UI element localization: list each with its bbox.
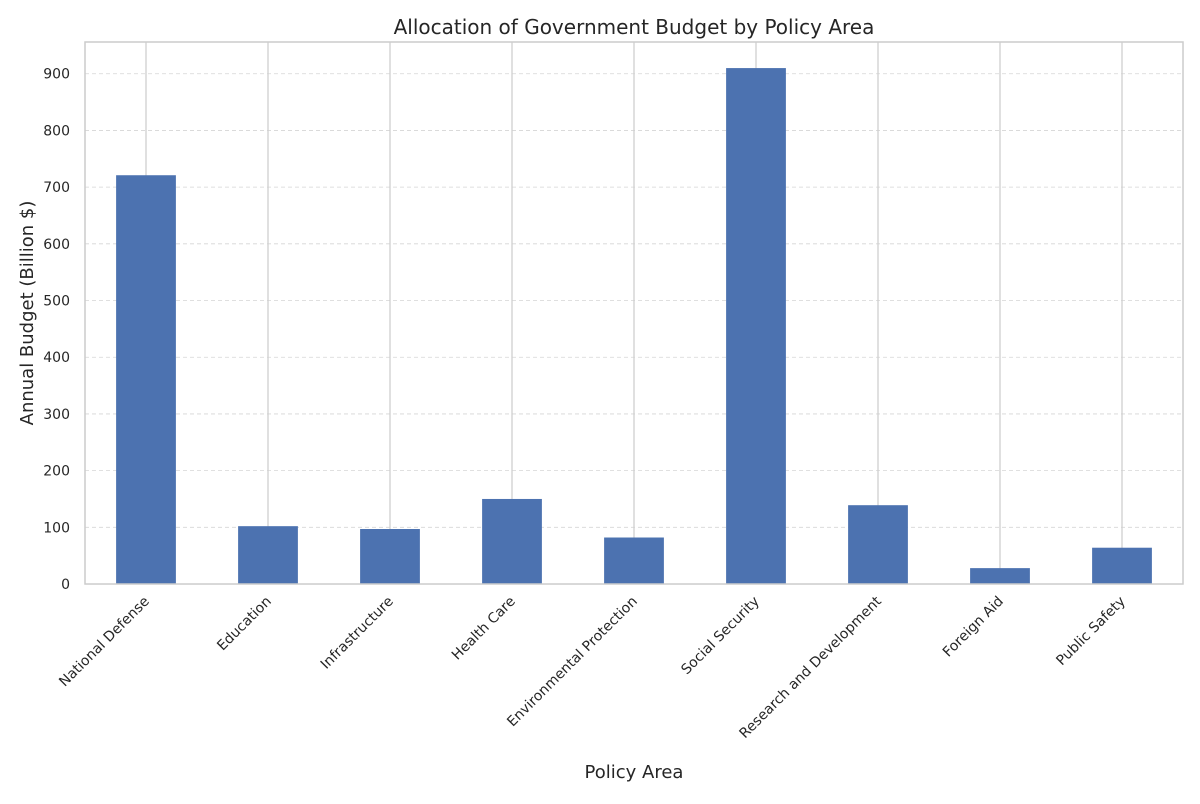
x-tick-label: Social Security xyxy=(678,594,762,678)
bar xyxy=(360,529,420,584)
y-tick-labels: 0 100 200 300 400 500 600 700 800 900 xyxy=(43,67,70,593)
x-axis-title: Policy Area xyxy=(585,762,684,783)
bar xyxy=(482,498,542,584)
y-tick-label: 400 xyxy=(43,350,70,366)
bar xyxy=(848,505,908,584)
y-tick-label: 100 xyxy=(43,520,70,536)
y-axis-title: Annual Budget (Billion $) xyxy=(17,201,38,426)
bar xyxy=(970,568,1030,584)
chart-title: Allocation of Government Budget by Polic… xyxy=(394,15,875,39)
x-tick-labels: National Defense Education Infrastructure H… xyxy=(56,593,1129,742)
x-tick-label: Health Care xyxy=(449,594,519,664)
bar xyxy=(604,537,664,584)
bar-layer xyxy=(116,68,1152,585)
y-tick-label: 300 xyxy=(43,407,70,423)
bar xyxy=(238,526,298,584)
bar xyxy=(116,175,176,584)
y-tick-label: 600 xyxy=(43,237,70,253)
bar xyxy=(1092,547,1152,584)
x-tick-label: Education xyxy=(214,594,275,655)
y-tick-label: 900 xyxy=(43,67,70,83)
y-tick-label: 200 xyxy=(43,464,70,480)
y-tick-label: 500 xyxy=(43,294,70,310)
x-tick-label: Foreign Aid xyxy=(940,594,1007,661)
y-tick-label: 700 xyxy=(43,180,70,196)
y-tick-label: 0 xyxy=(61,577,70,593)
plot-frame xyxy=(84,41,1184,585)
y-tick-label: 800 xyxy=(43,123,70,139)
bar xyxy=(726,68,786,585)
x-tick-label: Infrastructure xyxy=(318,594,397,673)
x-tick-label: Environmental Protection xyxy=(504,594,641,731)
x-tick-label: Research and Development xyxy=(737,593,886,742)
x-tick-label: Public Safety xyxy=(1053,594,1128,669)
x-tick-label: National Defense xyxy=(56,594,153,691)
grid-layer xyxy=(85,42,1183,585)
